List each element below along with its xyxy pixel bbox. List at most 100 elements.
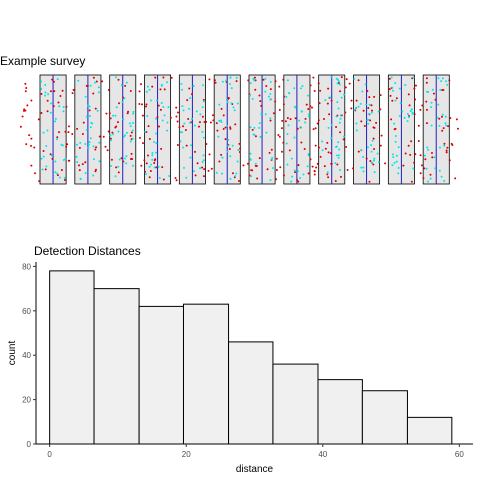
detected-point — [182, 109, 185, 112]
detected-point — [306, 94, 309, 97]
detected-point — [440, 175, 443, 178]
detected-point — [411, 112, 414, 115]
undetected-point — [367, 106, 370, 109]
undetected-point — [52, 80, 55, 83]
undetected-point — [432, 92, 435, 95]
detected-point — [330, 124, 333, 127]
undetected-point — [316, 122, 319, 125]
x-tick-label: 60 — [455, 450, 464, 459]
undetected-point — [282, 78, 285, 81]
detected-point — [267, 95, 270, 98]
undetected-point — [391, 99, 394, 102]
detected-point — [307, 115, 310, 118]
detected-point — [271, 167, 274, 170]
detected-point — [114, 175, 117, 178]
undetected-point — [324, 147, 327, 150]
detected-point — [249, 152, 252, 155]
undetected-point — [169, 116, 172, 119]
undetected-point — [235, 80, 238, 83]
detected-point — [260, 113, 263, 116]
detected-point — [287, 124, 290, 127]
detected-point — [62, 158, 65, 161]
detected-point — [236, 160, 239, 163]
detected-point — [371, 161, 374, 164]
detected-point — [132, 112, 135, 115]
undetected-point — [118, 102, 121, 105]
undetected-point — [220, 153, 223, 156]
detected-point — [394, 99, 397, 102]
undetected-point — [193, 150, 196, 153]
detected-point — [376, 152, 379, 155]
undetected-point — [208, 78, 211, 81]
undetected-point — [447, 125, 450, 128]
undetected-point — [419, 172, 422, 175]
undetected-point — [425, 77, 428, 80]
undetected-point — [348, 82, 351, 85]
undetected-point — [105, 112, 108, 115]
detected-point — [131, 164, 134, 167]
undetected-point — [350, 107, 353, 110]
undetected-point — [162, 76, 165, 79]
undetected-point — [153, 161, 156, 164]
undetected-point — [288, 149, 291, 152]
undetected-point — [372, 163, 375, 166]
undetected-point — [140, 164, 143, 167]
undetected-point — [297, 180, 300, 183]
undetected-point — [441, 88, 444, 91]
undetected-point — [265, 84, 268, 87]
undetected-point — [309, 84, 312, 87]
detected-point — [123, 135, 126, 138]
detected-point — [306, 165, 309, 168]
undetected-point — [176, 111, 179, 114]
undetected-point — [313, 173, 316, 176]
undetected-point — [277, 133, 280, 136]
undetected-point — [323, 117, 326, 120]
detected-point — [301, 84, 304, 87]
y-tick-label: 80 — [22, 262, 31, 271]
undetected-point — [145, 162, 148, 165]
detected-point — [89, 126, 92, 129]
undetected-point — [94, 148, 97, 151]
histogram-bar — [228, 341, 274, 445]
undetected-point — [441, 129, 444, 132]
detected-point — [182, 166, 185, 169]
detected-point — [330, 137, 333, 140]
detected-point — [56, 78, 59, 81]
detected-point — [40, 157, 43, 160]
detected-point — [300, 110, 303, 113]
undetected-point — [282, 141, 285, 144]
undetected-point — [407, 93, 410, 96]
undetected-point — [147, 125, 150, 128]
undetected-point — [56, 136, 59, 139]
undetected-point — [294, 171, 297, 174]
detected-point — [259, 135, 262, 138]
undetected-point — [269, 119, 272, 122]
undetected-point — [316, 162, 319, 165]
detected-point — [355, 122, 358, 125]
undetected-point — [307, 172, 310, 175]
detected-point — [122, 118, 125, 121]
undetected-point — [66, 143, 69, 146]
detected-point — [446, 83, 449, 86]
detected-point — [434, 167, 437, 170]
undetected-point — [53, 90, 56, 93]
undetected-point — [23, 108, 26, 111]
detected-point — [123, 157, 126, 160]
undetected-point — [198, 121, 201, 124]
detected-point — [330, 76, 333, 79]
detected-point — [288, 91, 291, 94]
undetected-point — [175, 115, 178, 118]
detected-point — [253, 126, 256, 129]
undetected-point — [154, 76, 157, 79]
undetected-point — [205, 120, 208, 123]
undetected-point — [145, 103, 148, 106]
detected-point — [131, 129, 134, 132]
undetected-point — [407, 144, 410, 147]
detected-point — [269, 98, 272, 101]
detected-point — [165, 129, 168, 132]
undetected-point — [159, 88, 162, 91]
undetected-point — [65, 105, 68, 108]
undetected-point — [138, 102, 141, 105]
undetected-point — [314, 127, 317, 130]
